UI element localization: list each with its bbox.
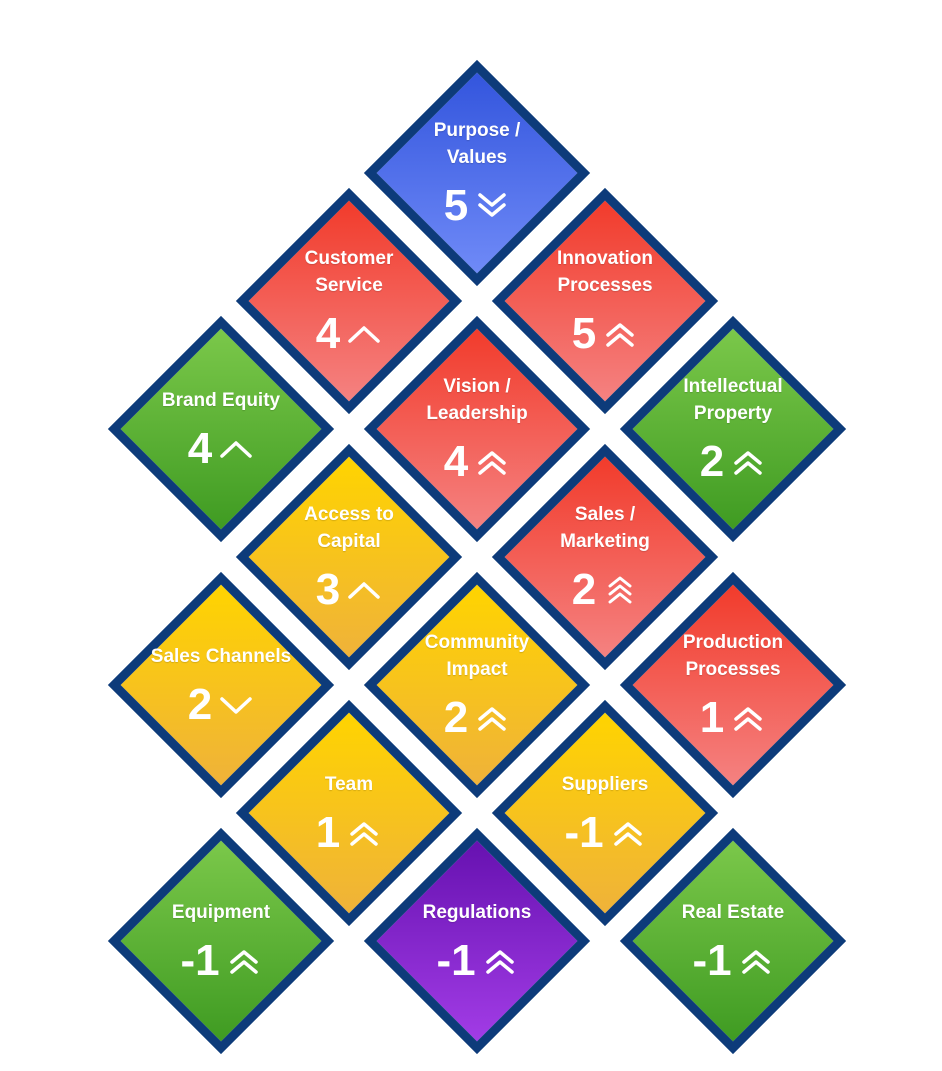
diamond-shape [363,827,591,1055]
diamond-shape [107,827,335,1055]
tile-regulations[interactable]: Regulations -1 [357,821,597,1061]
tile-real-estate[interactable]: Real Estate -1 [613,821,853,1061]
diamond-shape [619,827,847,1055]
tile-equipment[interactable]: Equipment -1 [101,821,341,1061]
